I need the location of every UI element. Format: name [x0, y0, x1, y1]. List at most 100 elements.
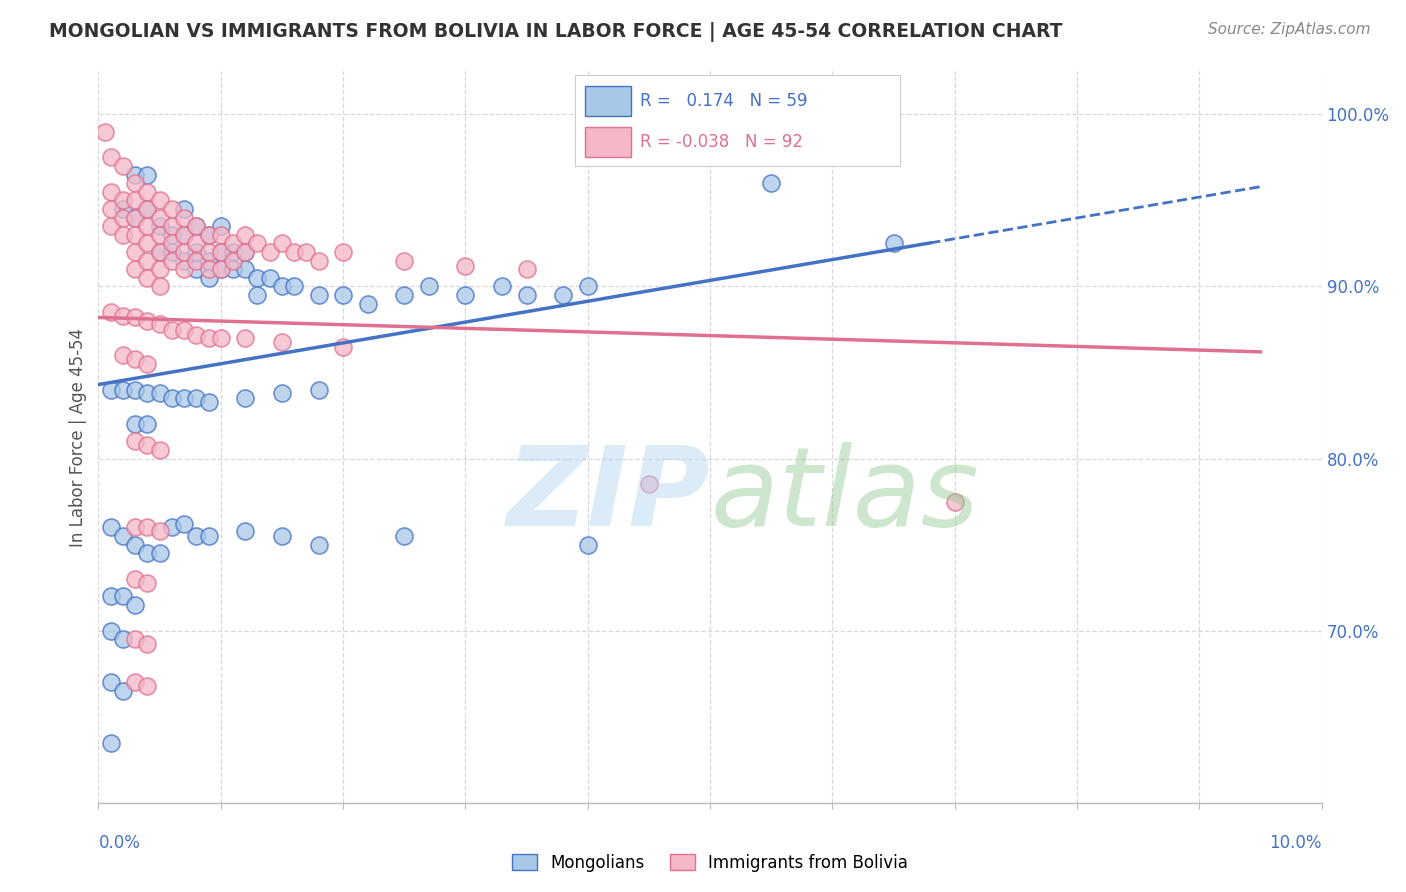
Point — [516, 262, 538, 277]
Point — [160, 322, 183, 336]
Point — [246, 271, 269, 285]
Point — [759, 107, 782, 121]
Point — [136, 637, 159, 651]
Point — [124, 176, 146, 190]
Point — [454, 288, 477, 302]
Point — [124, 434, 146, 449]
Point — [136, 253, 159, 268]
Text: 0.0%: 0.0% — [98, 834, 141, 852]
Point — [392, 288, 416, 302]
Point — [186, 262, 208, 277]
Point — [270, 529, 292, 543]
Point — [124, 310, 146, 325]
Point — [149, 386, 172, 401]
Point — [295, 245, 318, 260]
Point — [173, 245, 195, 260]
Point — [173, 202, 195, 216]
Text: Source: ZipAtlas.com: Source: ZipAtlas.com — [1208, 22, 1371, 37]
Point — [100, 185, 122, 199]
Point — [259, 271, 281, 285]
Point — [149, 227, 172, 242]
Point — [186, 392, 208, 406]
Point — [576, 538, 599, 552]
Point — [308, 288, 330, 302]
Point — [222, 253, 245, 268]
Point — [136, 185, 159, 199]
Point — [222, 262, 245, 277]
Point — [100, 219, 122, 234]
Point — [160, 253, 183, 268]
Point — [759, 176, 782, 190]
Point — [173, 392, 195, 406]
Point — [233, 245, 256, 260]
Point — [100, 202, 122, 216]
Point — [111, 159, 134, 173]
Point — [111, 529, 134, 543]
Point — [246, 288, 269, 302]
Point — [124, 227, 146, 242]
Point — [111, 632, 134, 647]
Point — [124, 262, 146, 277]
Point — [332, 340, 354, 354]
Point — [136, 575, 159, 590]
Point — [149, 442, 172, 457]
Point — [197, 227, 219, 242]
Point — [491, 279, 513, 293]
Point — [270, 334, 292, 349]
Point — [111, 211, 134, 225]
Point — [124, 520, 146, 534]
Point — [160, 202, 183, 216]
Point — [233, 331, 256, 345]
Point — [124, 383, 146, 397]
Point — [233, 262, 256, 277]
Point — [209, 245, 232, 260]
Point — [283, 279, 305, 293]
Point — [100, 624, 122, 638]
Point — [136, 271, 159, 285]
Point — [197, 331, 219, 345]
Point — [233, 227, 256, 242]
Point — [209, 262, 232, 277]
Point — [136, 438, 159, 452]
Point — [124, 417, 146, 432]
Point — [93, 125, 115, 139]
Point — [209, 245, 232, 260]
Point — [209, 262, 232, 277]
Point — [883, 236, 905, 251]
Point — [308, 253, 330, 268]
Point — [111, 383, 134, 397]
Point — [173, 322, 195, 336]
Point — [100, 383, 122, 397]
Text: ZIP: ZIP — [506, 442, 710, 549]
Point — [149, 245, 172, 260]
Point — [160, 219, 183, 234]
Point — [124, 598, 146, 612]
Point — [173, 262, 195, 277]
Point — [160, 227, 183, 242]
Point — [553, 288, 575, 302]
Point — [516, 288, 538, 302]
Point — [197, 227, 219, 242]
Point — [149, 211, 172, 225]
Point — [186, 245, 208, 260]
Point — [136, 236, 159, 251]
Point — [136, 386, 159, 401]
Text: MONGOLIAN VS IMMIGRANTS FROM BOLIVIA IN LABOR FORCE | AGE 45-54 CORRELATION CHAR: MONGOLIAN VS IMMIGRANTS FROM BOLIVIA IN … — [49, 22, 1063, 42]
Point — [100, 735, 122, 749]
Point — [136, 357, 159, 371]
Point — [136, 202, 159, 216]
Point — [111, 589, 134, 603]
Point — [149, 279, 172, 293]
Point — [209, 227, 232, 242]
Point — [173, 516, 195, 531]
Point — [124, 211, 146, 225]
Point — [149, 219, 172, 234]
Point — [100, 305, 122, 319]
Legend: Mongolians, Immigrants from Bolivia: Mongolians, Immigrants from Bolivia — [506, 847, 914, 879]
Point — [160, 520, 183, 534]
Point — [209, 331, 232, 345]
Point — [233, 524, 256, 538]
Point — [246, 236, 269, 251]
Point — [124, 675, 146, 690]
Point — [111, 227, 134, 242]
